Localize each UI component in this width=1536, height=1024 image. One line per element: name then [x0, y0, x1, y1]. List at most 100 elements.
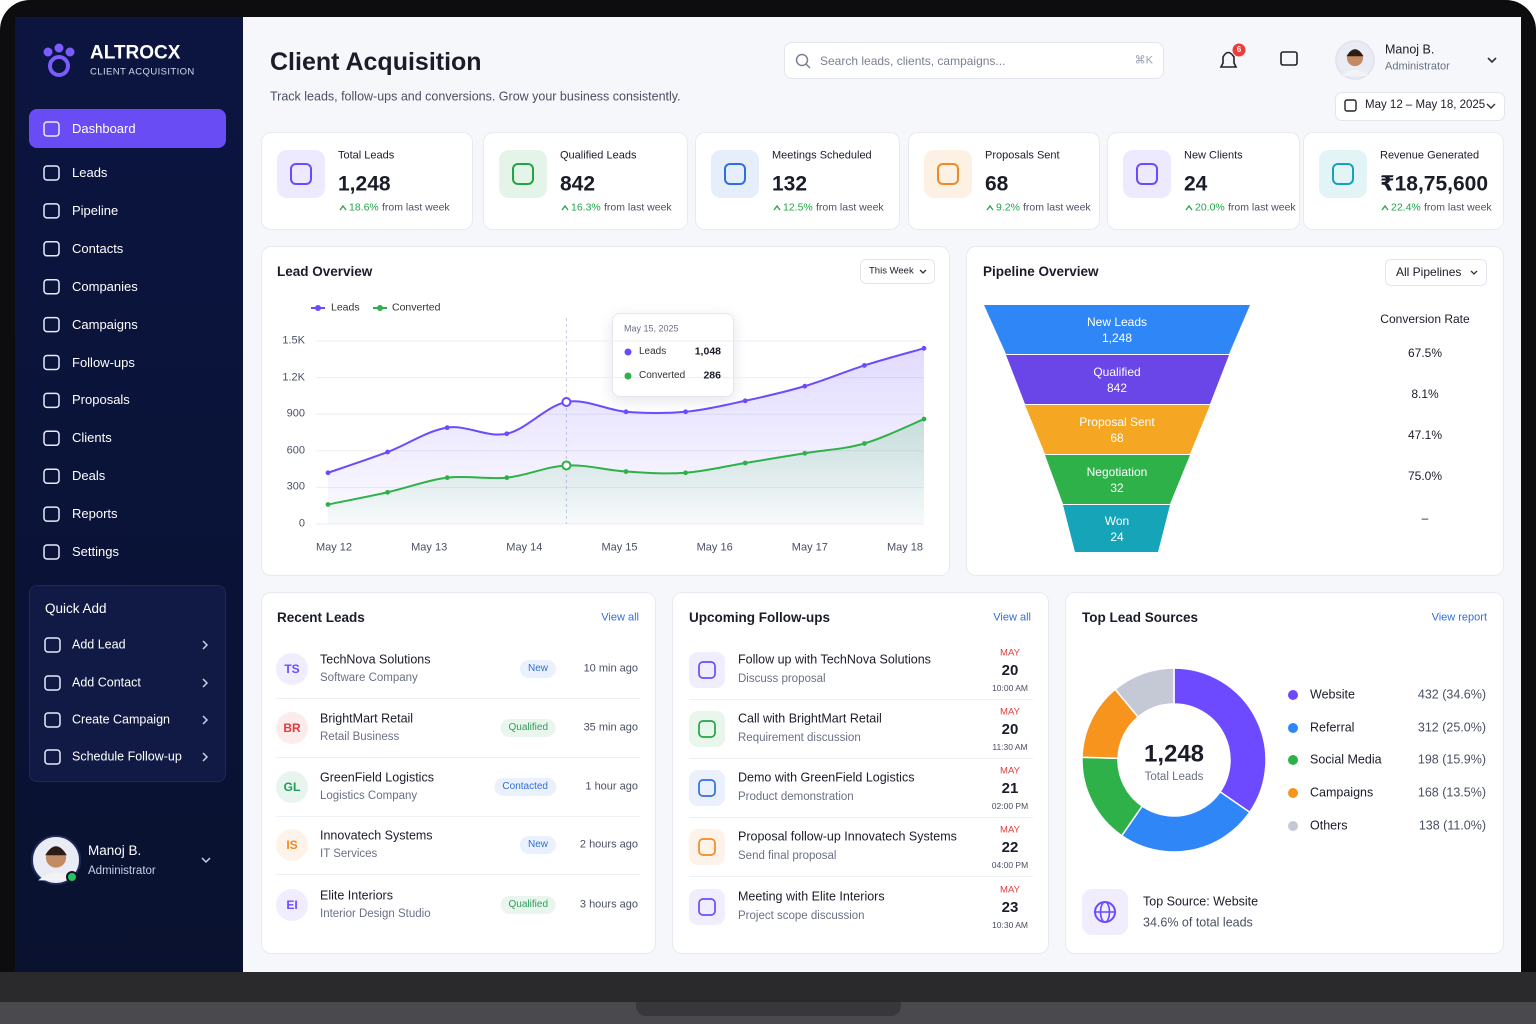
series-point [444, 425, 450, 431]
series-point [325, 470, 331, 476]
quick-add-item[interactable]: Add Lead [72, 637, 126, 652]
filter-button[interactable] [1385, 259, 1487, 286]
quick-add-icon [44, 637, 61, 653]
kpi-change-suffix: from last week [1228, 201, 1296, 214]
search-icon [795, 53, 809, 67]
lead-initials: IS [286, 837, 298, 852]
nav-item[interactable]: Companies [72, 278, 138, 294]
quick-add-item[interactable]: Add Contact [72, 675, 141, 690]
nav-item[interactable]: Deals [72, 468, 106, 484]
kpi-icon [1123, 150, 1171, 198]
nav-item[interactable]: Settings [72, 544, 119, 560]
nav-item[interactable]: Follow-ups [72, 354, 135, 370]
legend-name: Website [1310, 687, 1355, 702]
followup-month: MAY [1000, 824, 1020, 836]
logo-mark [65, 47, 75, 57]
stage-name: Negotiation [1086, 464, 1148, 479]
laptop-notch [636, 1002, 901, 1016]
lead-avatar [276, 653, 308, 685]
logo-mark [54, 43, 64, 53]
nav-icon [43, 506, 60, 522]
conversion-rate: 75.0% [1407, 468, 1443, 483]
legend-name: Social Media [1310, 752, 1382, 767]
search-box[interactable] [784, 42, 1164, 79]
filter-label[interactable]: This Week [869, 265, 914, 277]
nav-icon [43, 165, 60, 181]
followup-title: Meeting with Elite Interiors [738, 889, 885, 904]
legend-dot [1288, 723, 1298, 733]
donut-segment [1114, 667, 1175, 719]
tooltip-value: 1,048 [694, 345, 721, 358]
kpi-glyph [1136, 163, 1158, 185]
lead-time: 3 hours ago [579, 898, 638, 911]
kpi-icon [499, 150, 547, 198]
chevron [1470, 270, 1478, 275]
stage-name: Qualified [1093, 364, 1141, 379]
avatar-body [38, 872, 74, 881]
legend-dot [1288, 788, 1298, 798]
top-source-subtitle: 34.6% of total leads [1143, 915, 1253, 930]
nav-item[interactable]: Campaigns [72, 316, 138, 332]
chevron [202, 715, 209, 725]
lead-time: 2 hours ago [579, 838, 638, 851]
kpi-card [1303, 132, 1504, 230]
kpi-change: 18.6% [349, 201, 379, 214]
donut-segment [1173, 667, 1267, 814]
panel-title: Lead Overview [277, 263, 373, 279]
filter-button[interactable] [860, 259, 935, 284]
bell-icon [1219, 51, 1238, 68]
panel-action[interactable]: View report [1431, 611, 1487, 624]
legend-value: 198 (15.9%) [1417, 752, 1486, 767]
kpi-value: 68 [985, 172, 1009, 196]
kpi-value: 1,248 [338, 172, 391, 196]
kpi-change-suffix: from last week [1424, 201, 1492, 214]
lead-initials: BR [283, 720, 301, 735]
conversion-rate: 8.1% [1411, 386, 1439, 401]
kpi-change: 16.3% [571, 201, 601, 214]
date-picker[interactable] [1335, 92, 1505, 121]
lead-time: 10 min ago [583, 662, 638, 675]
followup-glyph [698, 779, 716, 797]
tooltip-date: May 15, 2025 [624, 323, 679, 334]
nav-item[interactable]: Clients [72, 430, 112, 446]
series-point [742, 460, 748, 466]
funnel-stage [1006, 355, 1229, 404]
panel-action[interactable]: View all [601, 611, 639, 624]
nav-item[interactable]: Contacts [72, 241, 124, 256]
kpi-icon [924, 150, 972, 198]
up-arrow [339, 204, 347, 211]
quick-add-item[interactable]: Schedule Follow-up [72, 749, 182, 764]
followup-day: 23 [1001, 899, 1019, 916]
nav-item[interactable]: Leads [72, 165, 108, 181]
panel-action[interactable]: View all [993, 611, 1031, 624]
kpi-glyph [290, 163, 312, 185]
lead-name: TechNova Solutions [320, 652, 431, 667]
followup-subtitle: Send final proposal [738, 850, 837, 863]
online-dot [66, 871, 78, 883]
kpi-change: 12.5% [783, 201, 813, 214]
funnel-stage [984, 305, 1250, 354]
followup-day: 20 [1001, 721, 1019, 738]
row-divider [689, 699, 1033, 700]
date-range[interactable]: May 12 – May 18, 2025 [1365, 99, 1486, 112]
nav-item[interactable]: Proposals [72, 392, 130, 408]
followup-day: 20 [1001, 662, 1019, 679]
lead-initials: EI [286, 897, 298, 912]
nav-icon [43, 316, 60, 333]
kpi-icon [1319, 150, 1367, 198]
series-point [742, 398, 748, 404]
panel-card [672, 592, 1049, 954]
nav-item[interactable]: Reports [72, 506, 118, 522]
followup-icon [689, 652, 725, 688]
top-source-title: Top Source: Website [1143, 894, 1259, 909]
nav-item[interactable]: Dashboard [72, 121, 136, 137]
nav-active[interactable] [29, 109, 226, 148]
lead-initials: GL [283, 779, 301, 794]
up-arrow [773, 204, 781, 211]
filter-label[interactable]: All Pipelines [1396, 264, 1462, 279]
nav-item[interactable]: Pipeline [72, 203, 119, 219]
quick-add-item[interactable]: Create Campaign [72, 712, 170, 727]
legend-name: Referral [1310, 720, 1355, 735]
series-point [623, 409, 629, 415]
legend-swatch [377, 305, 383, 311]
